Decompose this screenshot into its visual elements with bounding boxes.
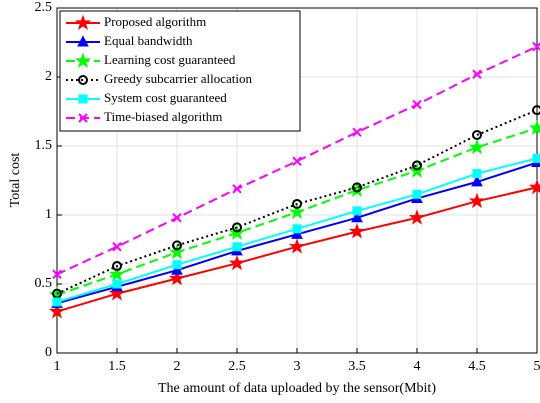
marker: [348, 181, 366, 198]
marker: [292, 224, 302, 234]
marker: [412, 189, 422, 199]
marker: [74, 52, 92, 68]
marker: [288, 238, 306, 254]
marker: [408, 209, 426, 225]
marker: [77, 35, 89, 47]
marker: [52, 297, 62, 307]
marker: [112, 279, 122, 289]
series-line: [56, 45, 538, 276]
marker: [352, 182, 362, 193]
marker: [412, 160, 422, 171]
marker: [351, 211, 363, 223]
x-tick-label: 3.5: [348, 359, 366, 374]
marker: [291, 227, 303, 239]
marker: [352, 206, 362, 216]
marker: [172, 260, 182, 270]
x-tick-label: 5: [534, 359, 540, 374]
marker: [412, 99, 422, 110]
y-tick-label: 1.5: [35, 138, 53, 153]
x-tick-label: 2.5: [228, 359, 246, 374]
marker: [528, 178, 540, 195]
marker: [48, 303, 66, 319]
marker: [168, 243, 186, 260]
x-tick-label: 1.5: [108, 359, 126, 374]
x-tick-label: 4: [414, 359, 421, 374]
y-tick-label: 0: [45, 345, 52, 360]
marker: [74, 14, 92, 30]
marker: [472, 169, 482, 179]
marker: [468, 192, 486, 209]
legend-label: Time-biased algorithm: [104, 109, 222, 124]
legend-label: Greedy subcarrier allocation: [104, 71, 252, 86]
marker: [352, 127, 362, 137]
marker: [292, 156, 302, 166]
marker: [532, 105, 540, 116]
x-tick-label: 3: [294, 359, 301, 374]
legend: Proposed algorithm Equal bandwidth Learnin…: [59, 10, 301, 132]
marker: [472, 129, 482, 140]
marker: [168, 269, 186, 286]
x-tick-label: 4.5: [468, 359, 486, 374]
legend-label: Learning cost guaranteed: [104, 52, 236, 67]
legend-label: Proposed algorithm: [104, 14, 206, 29]
marker: [78, 75, 88, 85]
legend-label: System cost guaranteed: [104, 90, 227, 105]
marker: [52, 269, 62, 280]
x-tick-label: 2: [174, 359, 181, 374]
marker: [171, 263, 183, 275]
marker: [472, 69, 482, 79]
marker: [172, 213, 182, 223]
y-tick-label: 1: [45, 207, 52, 222]
legend-box: [59, 10, 301, 132]
marker: [528, 119, 540, 135]
marker: [172, 240, 182, 251]
marker: [288, 203, 306, 220]
y-tick-label: 2.5: [35, 0, 53, 15]
x-axis-label: The amount of data uploaded by the senso…: [158, 381, 436, 396]
marker: [112, 261, 122, 272]
marker: [108, 285, 126, 301]
marker: [232, 222, 242, 233]
x-tick-label: 1: [54, 359, 61, 374]
marker: [108, 265, 126, 282]
marker: [348, 223, 366, 239]
marker: [471, 175, 483, 187]
marker: [232, 242, 242, 252]
marker: [78, 94, 88, 104]
marker: [112, 242, 122, 252]
y-tick-label: 0.5: [35, 276, 53, 291]
marker: [292, 198, 302, 209]
marker: [228, 254, 246, 271]
marker: [468, 138, 486, 155]
marker: [532, 153, 540, 163]
series-line: [56, 109, 538, 295]
marker: [78, 113, 88, 123]
legend-label: Equal bandwidth: [104, 33, 193, 48]
y-axis-label: Total cost: [8, 153, 23, 208]
marker: [232, 184, 242, 194]
y-tick-label: 2: [45, 69, 52, 84]
